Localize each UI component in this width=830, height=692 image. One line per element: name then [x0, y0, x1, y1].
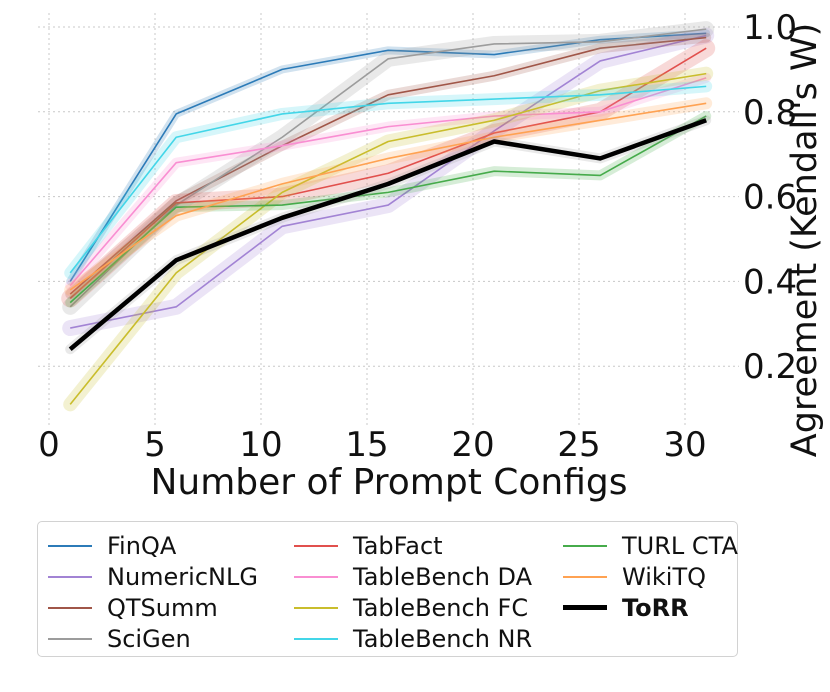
- series-line-finqa: [69, 32, 707, 282]
- legend-label-finqa: FinQA: [107, 531, 177, 560]
- legend-label-torr: ToRR: [622, 593, 689, 622]
- legend-item-qtsumm: QTSumm: [48, 592, 294, 623]
- legend-item-finqa: FinQA: [48, 530, 294, 561]
- series-line-wikitq: [69, 102, 707, 291]
- y-tick-label-0.4: 0.4: [743, 262, 797, 302]
- legend-swatch-qtsumm: [48, 606, 92, 609]
- series-line-qtsumm: [69, 36, 707, 295]
- legend-item-wikitq: WikiTQ: [563, 561, 738, 592]
- legend-swatch-tabfact: [294, 544, 338, 547]
- legend-swatch-numericnlg: [48, 575, 92, 578]
- legend-item-scigen: SciGen: [48, 623, 294, 654]
- legend-label-tablebench-fc: TableBench FC: [353, 593, 529, 622]
- x-tick-label-15: 15: [345, 425, 388, 465]
- y-tick-label-0.2: 0.2: [743, 347, 797, 387]
- legend-swatch-finqa: [48, 544, 92, 547]
- legend-label-qtsumm: QTSumm: [107, 593, 218, 622]
- series-line-tablebench-fc: [69, 72, 707, 405]
- legend-item-tabfact: TabFact: [294, 530, 563, 561]
- x-tick-label-20: 20: [451, 425, 494, 465]
- legend-item-torr: ToRR: [563, 592, 738, 623]
- y-tick-label-0.6: 0.6: [743, 178, 797, 218]
- x-tick-label-25: 25: [557, 425, 600, 465]
- series-line-torr: [68, 118, 707, 351]
- legend-label-wikitq: WikiTQ: [622, 562, 706, 591]
- legend-item-turl-cta: TURL CTA: [563, 530, 738, 561]
- legend-swatch-scigen: [48, 637, 92, 640]
- y-tick-label-1.0: 1.0: [743, 8, 797, 48]
- legend-swatch-tablebench-fc: [294, 606, 338, 609]
- series-line-turl-cta: [69, 115, 707, 304]
- legend-label-numericnlg: NumericNLG: [107, 562, 258, 591]
- legend-item-tablebench-da: TableBench DA: [294, 561, 563, 592]
- x-tick-label-0: 0: [38, 425, 60, 465]
- legend-swatch-turl-cta: [563, 544, 607, 547]
- legend-label-tabfact: TabFact: [353, 531, 443, 560]
- x-axis-title: Number of Prompt Configs: [150, 462, 627, 503]
- y-tick-label-0.8: 0.8: [743, 93, 797, 133]
- legend-swatch-wikitq: [563, 575, 607, 578]
- y-axis-title: Agreement (Kendall's W): [785, 23, 825, 457]
- legend-swatch-tablebench-da: [294, 575, 338, 578]
- legend: FinQA NumericNLG QTSumm SciGen TabFact TableB…: [37, 521, 738, 657]
- legend-swatch-tablebench-nr: [294, 637, 338, 640]
- legend-label-turl-cta: TURL CTA: [622, 531, 738, 560]
- legend-item-numericnlg: NumericNLG: [48, 561, 294, 592]
- legend-label-scigen: SciGen: [107, 624, 191, 653]
- x-tick-label-10: 10: [239, 425, 282, 465]
- legend-item-tablebench-fc: TableBench FC: [294, 592, 563, 623]
- legend-item-tablebench-nr: TableBench NR: [294, 623, 563, 654]
- series-line-numericnlg: [70, 34, 707, 329]
- series-line-tablebench-nr: [69, 85, 707, 274]
- series-line-tablebench-da: [69, 77, 707, 287]
- series-line-scigen: [69, 28, 707, 308]
- legend-swatch-torr: [563, 605, 607, 610]
- x-tick-label-30: 30: [663, 425, 706, 465]
- legend-grid: FinQA NumericNLG QTSumm SciGen TabFact TableB…: [48, 530, 738, 654]
- legend-label-tablebench-nr: TableBench NR: [353, 624, 533, 653]
- legend-label-tablebench-da: TableBench DA: [353, 562, 533, 591]
- x-tick-label-5: 5: [144, 425, 166, 465]
